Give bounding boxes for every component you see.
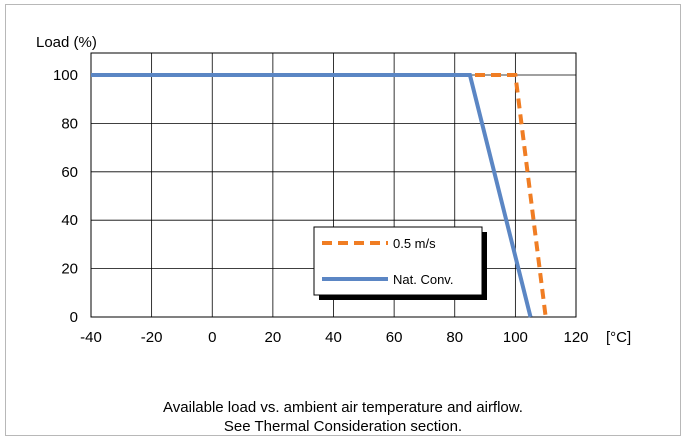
legend-label-1: 0.5 m/s bbox=[393, 236, 436, 251]
caption-line-2: See Thermal Consideration section. bbox=[223, 418, 463, 435]
x-tick-label: 40 bbox=[325, 329, 342, 346]
x-tick-label: 60 bbox=[386, 329, 403, 346]
y-tick-label: 40 bbox=[61, 212, 78, 229]
legend: 0.5 m/s Nat. Conv. bbox=[313, 226, 487, 300]
x-tick-label: 0 bbox=[208, 329, 216, 346]
series-line-2 bbox=[91, 73, 533, 318]
y-tick-labels: 0 20 40 60 80 100 bbox=[53, 67, 78, 326]
series-lines bbox=[91, 73, 548, 318]
y-tick-label: 100 bbox=[53, 67, 78, 84]
series-line-1 bbox=[91, 73, 548, 318]
x-tick-label: -20 bbox=[141, 329, 163, 346]
y-tick-label: 20 bbox=[61, 261, 78, 278]
legend-label-2: Nat. Conv. bbox=[393, 272, 453, 287]
x-axis-label: [°C] bbox=[606, 329, 631, 346]
y-axis-label: Load (%) bbox=[36, 34, 97, 51]
x-tick-label: 20 bbox=[265, 329, 282, 346]
x-tick-label: 80 bbox=[446, 329, 463, 346]
y-tick-label: 60 bbox=[61, 164, 78, 181]
y-tick-label: 80 bbox=[61, 115, 78, 132]
x-tick-label: 100 bbox=[503, 329, 528, 346]
legend-box bbox=[313, 226, 483, 296]
chart-caption: Available load vs. ambient air temperatu… bbox=[5, 398, 681, 436]
x-tick-label: -40 bbox=[80, 329, 102, 346]
x-tick-labels: -40 -20 0 20 40 60 80 100 120 bbox=[80, 329, 588, 346]
y-tick-label: 0 bbox=[70, 309, 78, 326]
caption-line-1: Available load vs. ambient air temperatu… bbox=[163, 399, 523, 416]
x-tick-label: 120 bbox=[563, 329, 588, 346]
